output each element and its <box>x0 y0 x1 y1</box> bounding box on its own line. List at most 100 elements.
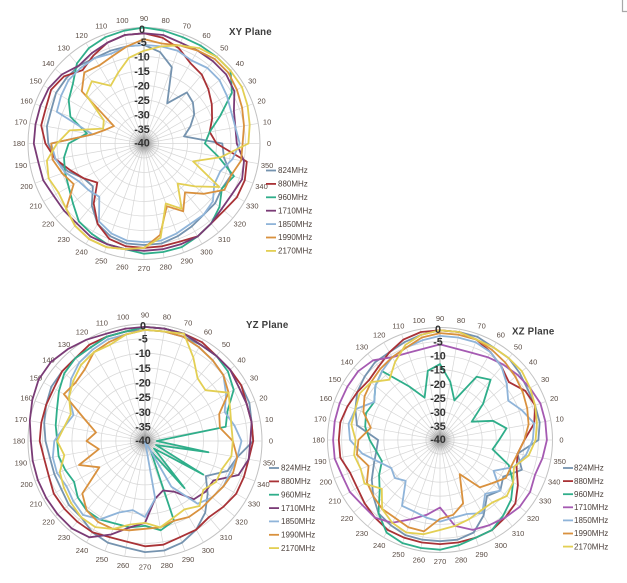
svg-text:10: 10 <box>265 415 273 424</box>
svg-text:80: 80 <box>163 313 171 322</box>
svg-text:270: 270 <box>139 563 152 572</box>
svg-text:270: 270 <box>434 557 447 566</box>
svg-text:240: 240 <box>76 546 89 555</box>
svg-text:30: 30 <box>541 375 549 384</box>
svg-text:60: 60 <box>204 328 212 337</box>
svg-text:-5: -5 <box>137 37 147 49</box>
svg-text:350: 350 <box>263 459 276 468</box>
svg-text:140: 140 <box>42 356 55 365</box>
svg-text:0: 0 <box>139 24 145 36</box>
svg-text:-15: -15 <box>134 66 150 78</box>
svg-text:50: 50 <box>220 43 228 52</box>
svg-text:880MHz: 880MHz <box>278 180 308 189</box>
svg-text:130: 130 <box>356 343 369 352</box>
svg-text:180: 180 <box>13 437 26 446</box>
svg-text:80: 80 <box>162 16 170 25</box>
svg-text:350: 350 <box>553 457 566 466</box>
svg-text:880MHz: 880MHz <box>281 477 311 486</box>
svg-text:-30: -30 <box>135 407 151 419</box>
svg-text:1850MHz: 1850MHz <box>281 517 315 526</box>
svg-text:2170MHz: 2170MHz <box>278 247 312 256</box>
svg-text:-20: -20 <box>134 81 150 93</box>
svg-text:320: 320 <box>234 220 247 229</box>
svg-text:824MHz: 824MHz <box>281 464 311 473</box>
svg-text:60: 60 <box>202 31 210 40</box>
svg-text:340: 340 <box>548 477 561 486</box>
svg-text:280: 280 <box>161 561 174 570</box>
svg-text:-40: -40 <box>430 434 446 446</box>
svg-text:200: 200 <box>20 480 33 489</box>
svg-text:-10: -10 <box>430 351 446 363</box>
svg-text:-35: -35 <box>430 421 446 433</box>
svg-text:10: 10 <box>263 118 271 127</box>
svg-text:200: 200 <box>20 182 33 191</box>
svg-text:260: 260 <box>413 555 426 564</box>
svg-text:280: 280 <box>455 555 468 564</box>
svg-text:290: 290 <box>475 550 488 559</box>
svg-text:150: 150 <box>329 375 342 384</box>
svg-text:2170MHz: 2170MHz <box>281 544 315 553</box>
svg-text:120: 120 <box>373 331 386 340</box>
svg-text:260: 260 <box>117 561 130 570</box>
svg-text:YZ Plane: YZ Plane <box>246 320 289 331</box>
svg-text:170: 170 <box>314 415 327 424</box>
svg-text:90: 90 <box>140 14 148 23</box>
svg-text:-15: -15 <box>430 365 446 377</box>
svg-text:240: 240 <box>373 541 386 550</box>
svg-text:-40: -40 <box>134 138 150 150</box>
svg-text:960MHz: 960MHz <box>278 193 308 202</box>
svg-text:1850MHz: 1850MHz <box>278 220 312 229</box>
svg-text:-25: -25 <box>135 392 151 404</box>
svg-text:-25: -25 <box>430 393 446 405</box>
svg-text:0: 0 <box>269 437 273 446</box>
svg-text:70: 70 <box>183 22 191 31</box>
svg-text:150: 150 <box>29 77 42 86</box>
svg-text:170: 170 <box>15 118 28 127</box>
svg-text:0: 0 <box>140 321 146 333</box>
svg-text:260: 260 <box>116 262 129 271</box>
svg-text:190: 190 <box>15 459 28 468</box>
svg-text:-35: -35 <box>134 124 150 136</box>
svg-text:240: 240 <box>75 248 88 257</box>
svg-text:110: 110 <box>96 318 108 327</box>
svg-text:20: 20 <box>550 394 558 403</box>
svg-text:824MHz: 824MHz <box>574 464 604 473</box>
svg-text:1990MHz: 1990MHz <box>574 529 608 538</box>
svg-text:30: 30 <box>250 374 258 383</box>
svg-text:-10: -10 <box>134 52 150 64</box>
svg-text:XZ Plane: XZ Plane <box>512 327 555 338</box>
svg-text:-10: -10 <box>135 348 151 360</box>
svg-text:880MHz: 880MHz <box>574 477 604 486</box>
svg-text:300: 300 <box>495 541 508 550</box>
svg-text:300: 300 <box>202 546 215 555</box>
svg-text:-20: -20 <box>135 378 151 390</box>
svg-text:310: 310 <box>218 235 231 244</box>
svg-text:130: 130 <box>58 340 71 349</box>
svg-text:1990MHz: 1990MHz <box>281 531 315 540</box>
svg-text:90: 90 <box>141 311 149 320</box>
svg-text:120: 120 <box>76 328 89 337</box>
svg-text:230: 230 <box>356 529 369 538</box>
svg-text:190: 190 <box>15 161 28 170</box>
svg-text:110: 110 <box>392 322 404 331</box>
svg-text:220: 220 <box>341 514 354 523</box>
svg-text:140: 140 <box>42 59 55 68</box>
svg-text:150: 150 <box>30 374 43 383</box>
svg-text:70: 70 <box>477 322 485 331</box>
svg-text:1990MHz: 1990MHz <box>278 233 312 242</box>
svg-text:90: 90 <box>436 314 444 323</box>
svg-text:60: 60 <box>497 331 505 340</box>
svg-text:80: 80 <box>457 316 465 325</box>
svg-text:320: 320 <box>527 514 540 523</box>
svg-text:160: 160 <box>20 394 33 403</box>
svg-text:290: 290 <box>181 257 194 266</box>
svg-text:230: 230 <box>57 235 70 244</box>
svg-text:-5: -5 <box>138 334 148 346</box>
svg-text:40: 40 <box>236 59 244 68</box>
svg-text:0: 0 <box>267 139 271 148</box>
svg-text:-30: -30 <box>134 110 150 122</box>
svg-text:-5: -5 <box>433 337 443 349</box>
svg-text:230: 230 <box>58 533 71 542</box>
svg-text:100: 100 <box>117 313 130 322</box>
svg-text:280: 280 <box>159 262 172 271</box>
